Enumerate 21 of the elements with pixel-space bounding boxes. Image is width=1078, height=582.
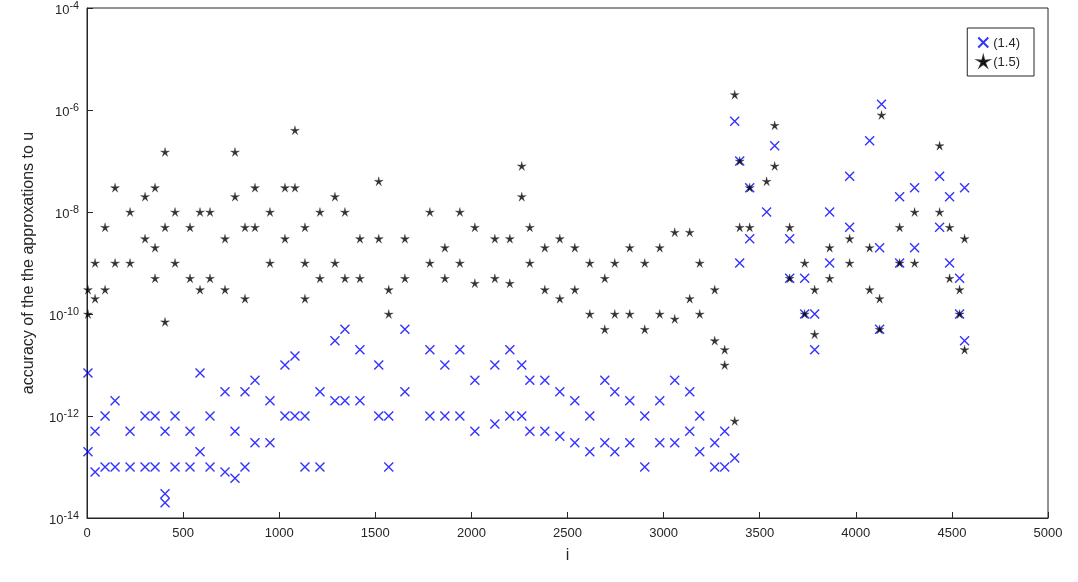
y-tick-label: 10$^{-14}$	[49, 509, 80, 528]
x-tick-label: 2500	[553, 525, 582, 540]
y-tick-label: 10$^{-8}$	[55, 203, 80, 222]
legend-label: (1.4)	[993, 35, 1020, 50]
x-tick-label: 4000	[841, 525, 871, 540]
x-tick-label: 4500	[937, 525, 967, 540]
x-tick-label: 3500	[745, 525, 775, 540]
y-axis-title: accuracy of the the approxations to u	[18, 131, 36, 395]
y-tick-label: 10$^{-12}$	[49, 407, 80, 426]
x-tick-label: 0	[83, 525, 91, 540]
x-tick-label: 3000	[649, 525, 679, 540]
x-tick-label: 1500	[360, 525, 390, 540]
x-tick-label: 500	[172, 525, 194, 540]
x-tick-label: 2000	[456, 525, 486, 540]
legend-label: (1.5)	[993, 54, 1020, 69]
x-axis-title: i	[565, 545, 570, 563]
x-tick-label: 5000	[1033, 525, 1063, 540]
y-tick-label: 10$^{-4}$	[55, 0, 80, 18]
x-tick-label: 1000	[264, 525, 294, 540]
y-tick-label: 10$^{-6}$	[55, 101, 80, 120]
y-tick-label: 10$^{-10}$	[49, 305, 80, 324]
